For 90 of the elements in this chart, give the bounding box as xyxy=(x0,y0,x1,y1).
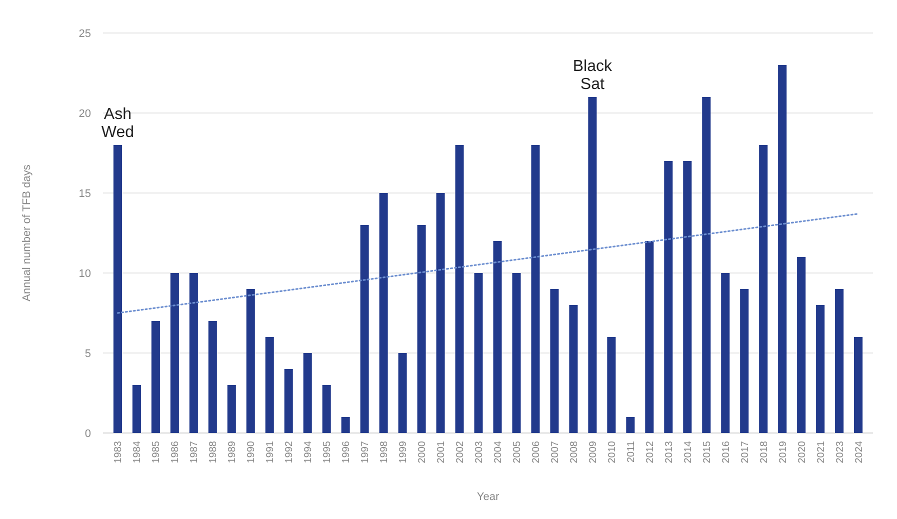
x-tick-label: 1985 xyxy=(151,440,162,464)
x-tick-label: 2010 xyxy=(606,440,618,464)
x-tick-label: 1997 xyxy=(360,440,372,464)
bar xyxy=(341,417,350,433)
annotation: Ash Wed xyxy=(101,106,134,141)
bar xyxy=(835,289,844,433)
bar xyxy=(360,225,369,433)
x-tick-label: 2017 xyxy=(740,440,751,464)
x-tick-label: 2009 xyxy=(588,440,599,464)
x-tick-label: 1994 xyxy=(303,440,314,464)
bar xyxy=(588,97,597,433)
x-tick-label: 2023 xyxy=(834,440,846,464)
bar xyxy=(322,385,331,433)
bar xyxy=(398,353,407,433)
x-tick-label: 2008 xyxy=(568,440,580,464)
bar xyxy=(626,417,635,433)
y-tick-label: 15 xyxy=(78,188,91,200)
bar xyxy=(569,305,578,433)
bar xyxy=(493,241,502,433)
x-tick-label: 2004 xyxy=(492,440,504,464)
x-tick-label: 1986 xyxy=(170,440,182,464)
x-tick-label: 2001 xyxy=(436,440,448,464)
x-tick-label: 1987 xyxy=(189,440,200,464)
x-axis-title: Year xyxy=(476,491,500,503)
x-tick-label: 2006 xyxy=(530,440,542,464)
x-tick-label: 1998 xyxy=(379,440,390,464)
x-tick-label: 2005 xyxy=(512,440,523,464)
bar xyxy=(607,337,616,433)
x-tick-label: 2019 xyxy=(778,440,789,464)
bar xyxy=(170,273,179,433)
x-tick-label: 2021 xyxy=(816,440,827,464)
x-tick-label: 1996 xyxy=(341,440,352,464)
x-tick-label: 1984 xyxy=(132,440,144,464)
x-tick-label: 2007 xyxy=(550,440,561,464)
x-tick-label: 1990 xyxy=(246,440,258,464)
bar xyxy=(645,241,654,433)
x-tick-label: 2018 xyxy=(758,440,770,464)
bar xyxy=(436,193,445,433)
y-tick-label: 25 xyxy=(78,28,91,40)
x-tick-label: 2011 xyxy=(626,440,637,463)
bar xyxy=(740,289,749,433)
bar xyxy=(379,193,388,433)
x-tick-label: 1992 xyxy=(284,440,296,464)
x-tick-label: 2020 xyxy=(796,440,808,464)
bar xyxy=(455,145,464,433)
x-tick-label: 1991 xyxy=(265,440,276,464)
bar xyxy=(474,273,483,433)
annotation: Black Sat xyxy=(572,58,613,93)
bar xyxy=(265,337,274,433)
x-tick-label: 2015 xyxy=(702,440,713,464)
bar xyxy=(854,337,863,433)
x-tick-label: 2013 xyxy=(664,440,675,464)
y-tick-label: 0 xyxy=(84,428,91,440)
bar xyxy=(512,273,521,433)
x-tick-label: 1983 xyxy=(113,440,124,464)
bar xyxy=(816,305,825,433)
bar xyxy=(759,145,768,433)
bar xyxy=(246,289,255,433)
x-tick-label: 2003 xyxy=(474,440,486,464)
y-tick-label: 10 xyxy=(78,268,91,280)
x-tick-label: 2000 xyxy=(417,440,428,464)
x-tick-label: 2016 xyxy=(720,440,732,464)
x-tick-label: 1999 xyxy=(398,440,410,464)
bar xyxy=(702,97,711,433)
bar xyxy=(151,321,160,433)
y-axis-title: Annual number of TFB days xyxy=(21,164,33,302)
y-tick-label: 5 xyxy=(84,348,91,360)
bar xyxy=(284,369,293,433)
x-tick-label: 2014 xyxy=(682,440,694,464)
bar xyxy=(113,145,122,433)
y-tick-label: 20 xyxy=(78,108,91,120)
x-tick-label: 2012 xyxy=(644,440,656,464)
bar xyxy=(417,225,426,433)
bar xyxy=(721,273,730,433)
bar xyxy=(550,289,559,433)
bar xyxy=(227,385,236,433)
bar xyxy=(303,353,312,433)
x-tick-label: 2024 xyxy=(854,440,865,464)
bar xyxy=(664,161,673,433)
x-tick-label: 1988 xyxy=(208,440,220,464)
bar xyxy=(132,385,141,433)
bar xyxy=(208,321,217,433)
bar xyxy=(778,65,787,433)
x-tick-label: 1989 xyxy=(227,440,238,464)
bar xyxy=(683,161,692,433)
x-tick-label: 1995 xyxy=(322,440,334,464)
x-tick-label: 2002 xyxy=(455,440,466,464)
bar xyxy=(189,273,198,433)
bar xyxy=(531,145,540,433)
bar xyxy=(797,257,806,433)
